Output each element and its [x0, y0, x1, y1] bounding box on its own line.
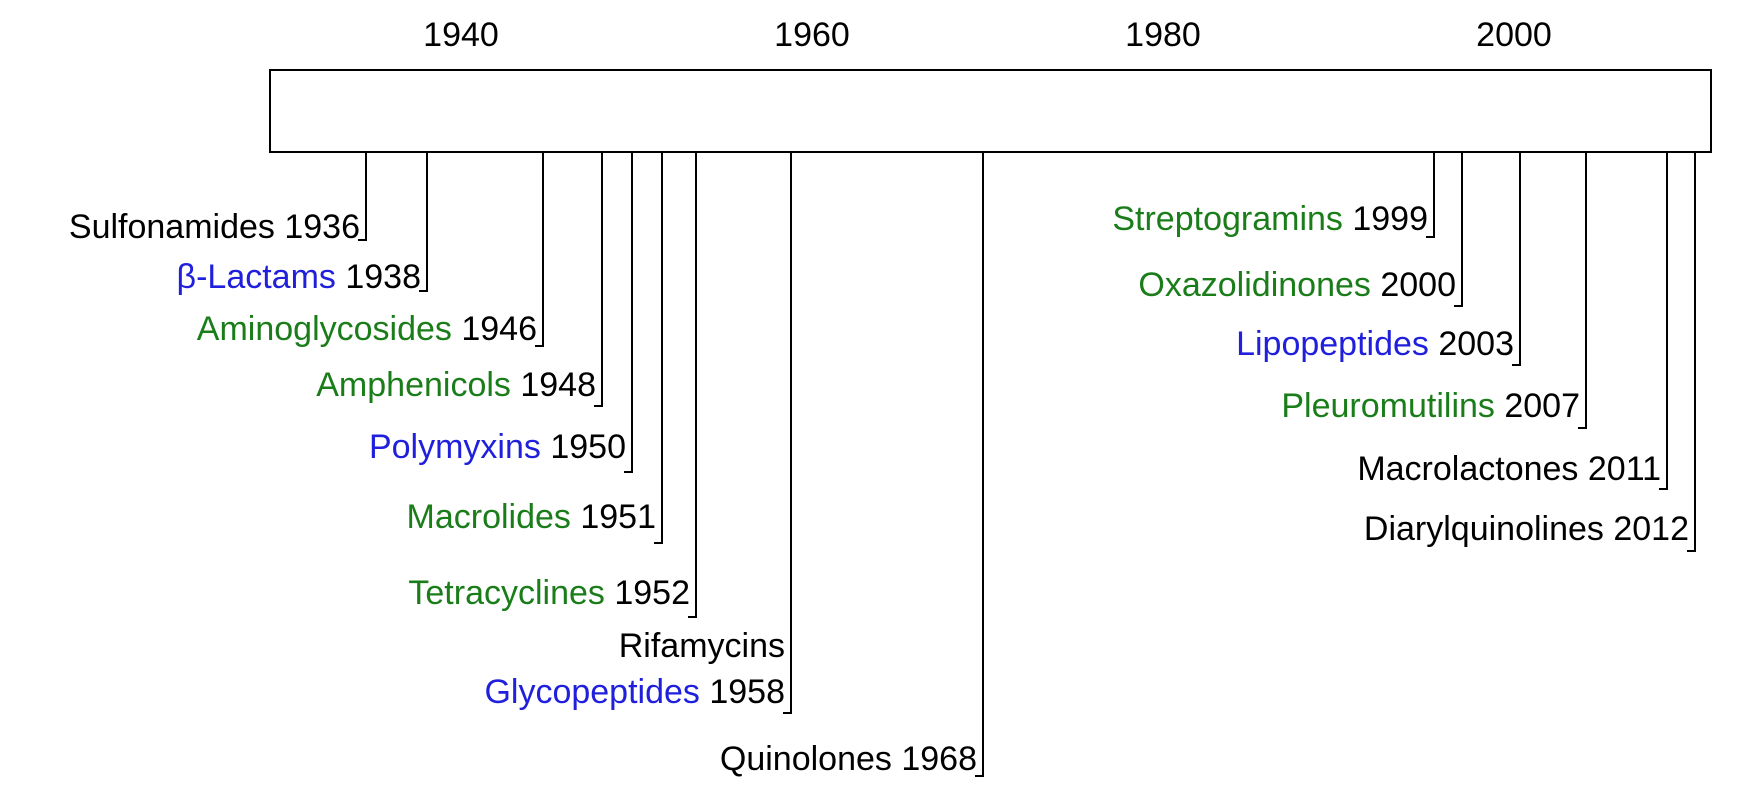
entry-label-rifamycins: Rifamycins: [619, 627, 785, 665]
entry-label-streptogramins: Streptogramins 1999: [1112, 200, 1428, 238]
connector-amphenicols: [594, 152, 603, 407]
entry-label-glycopeptides: Glycopeptides 1958: [484, 673, 785, 711]
entry-year-lipopeptides: 2003: [1429, 325, 1514, 363]
entry-name-lactams: β-Lactams: [177, 258, 336, 296]
entry-name-pleuromutilins: Pleuromutilins: [1281, 387, 1495, 425]
entry-name-macrolides: Macrolides: [407, 498, 571, 536]
year-label-1940: 1940: [423, 16, 499, 54]
entry-name-quinolones: Quinolones: [720, 740, 892, 778]
entry-name-streptogramins: Streptogramins: [1112, 200, 1343, 238]
year-axis-labels: 1940 1960 1980 2000: [423, 16, 1552, 54]
entry-name-polymyxins: Polymyxins: [369, 428, 541, 466]
entry-label-quinolones: Quinolones 1968: [720, 740, 977, 778]
connector-macrolides: [654, 152, 663, 544]
year-label-2000: 2000: [1476, 16, 1552, 54]
entry-label-pleuromutilins: Pleuromutilins 2007: [1281, 387, 1580, 425]
connector-aminoglycosides: [535, 152, 544, 347]
connector-pleuromutilins: [1578, 152, 1587, 429]
entry-labels: Sulfonamides 1936 β-Lactams 1938 Aminoglyc…: [69, 200, 1689, 778]
entry-year-glycopeptides: 1958: [700, 673, 785, 711]
entry-label-aminoglycosides: Aminoglycosides 1946: [197, 310, 537, 348]
connector-sulfonamides: [358, 152, 367, 241]
entry-label-diarylquinolines: Diarylquinolines 2012: [1364, 510, 1689, 548]
entry-year-quinolones: 1968: [892, 740, 977, 778]
entry-year-aminoglycosides: 1946: [452, 310, 537, 348]
entry-year-amphenicols: 1948: [511, 366, 596, 404]
connector-quinolones: [975, 152, 984, 777]
timeline-bar: [269, 69, 1712, 153]
connector-lipopeptides: [1512, 152, 1521, 366]
entry-name-amphenicols: Amphenicols: [316, 366, 511, 404]
entry-label-sulfonamides: Sulfonamides 1936: [69, 208, 360, 246]
entry-name-diarylquinolines: Diarylquinolines: [1364, 510, 1604, 548]
entry-year-lactams: 1938: [336, 258, 421, 296]
entry-name-macrolactones: Macrolactones: [1357, 450, 1578, 488]
entry-name-oxazolidinones: Oxazolidinones: [1138, 266, 1370, 304]
entry-connectors: [358, 152, 1696, 777]
entry-year-streptogramins: 1999: [1343, 200, 1428, 238]
entry-name-lipopeptides: Lipopeptides: [1236, 325, 1429, 363]
entry-label-macrolides: Macrolides 1951: [407, 498, 656, 536]
connector-streptogramins: [1426, 152, 1435, 238]
connector-oxazolidinones: [1454, 152, 1463, 307]
connector-polymyxins: [624, 152, 633, 473]
entry-label-lactams: β-Lactams 1938: [177, 258, 421, 296]
entry-year-diarylquinolines: 2012: [1604, 510, 1689, 548]
entry-name-tetracyclines: Tetracyclines: [408, 574, 605, 612]
entry-label-polymyxins: Polymyxins 1950: [369, 428, 626, 466]
entry-year-tetracyclines: 1952: [605, 574, 690, 612]
connector-glycopeptides: [783, 152, 792, 714]
entry-name-rifamycins: Rifamycins: [619, 627, 785, 665]
connector-lactams: [419, 152, 428, 292]
entry-name-sulfonamides: Sulfonamides: [69, 208, 275, 246]
connector-macrolactones: [1659, 152, 1668, 490]
entry-label-lipopeptides: Lipopeptides 2003: [1236, 325, 1514, 363]
entry-year-sulfonamides: 1936: [275, 208, 360, 246]
connector-tetracyclines: [688, 152, 697, 618]
entry-year-pleuromutilins: 2007: [1495, 387, 1580, 425]
entry-year-macrolactones: 2011: [1578, 450, 1661, 488]
entry-year-oxazolidinones: 2000: [1371, 266, 1456, 304]
entry-name-aminoglycosides: Aminoglycosides: [197, 310, 452, 348]
entry-label-macrolactones: Macrolactones 2011: [1357, 450, 1661, 488]
entry-name-glycopeptides: Glycopeptides: [484, 673, 699, 711]
entry-year-polymyxins: 1950: [541, 428, 626, 466]
entry-label-oxazolidinones: Oxazolidinones 2000: [1138, 266, 1456, 304]
entry-label-tetracyclines: Tetracyclines 1952: [408, 574, 690, 612]
year-label-1980: 1980: [1125, 16, 1201, 54]
year-label-1960: 1960: [774, 16, 850, 54]
connector-diarylquinolines: [1687, 152, 1696, 552]
entry-year-macrolides: 1951: [571, 498, 656, 536]
entry-label-amphenicols: Amphenicols 1948: [316, 366, 596, 404]
